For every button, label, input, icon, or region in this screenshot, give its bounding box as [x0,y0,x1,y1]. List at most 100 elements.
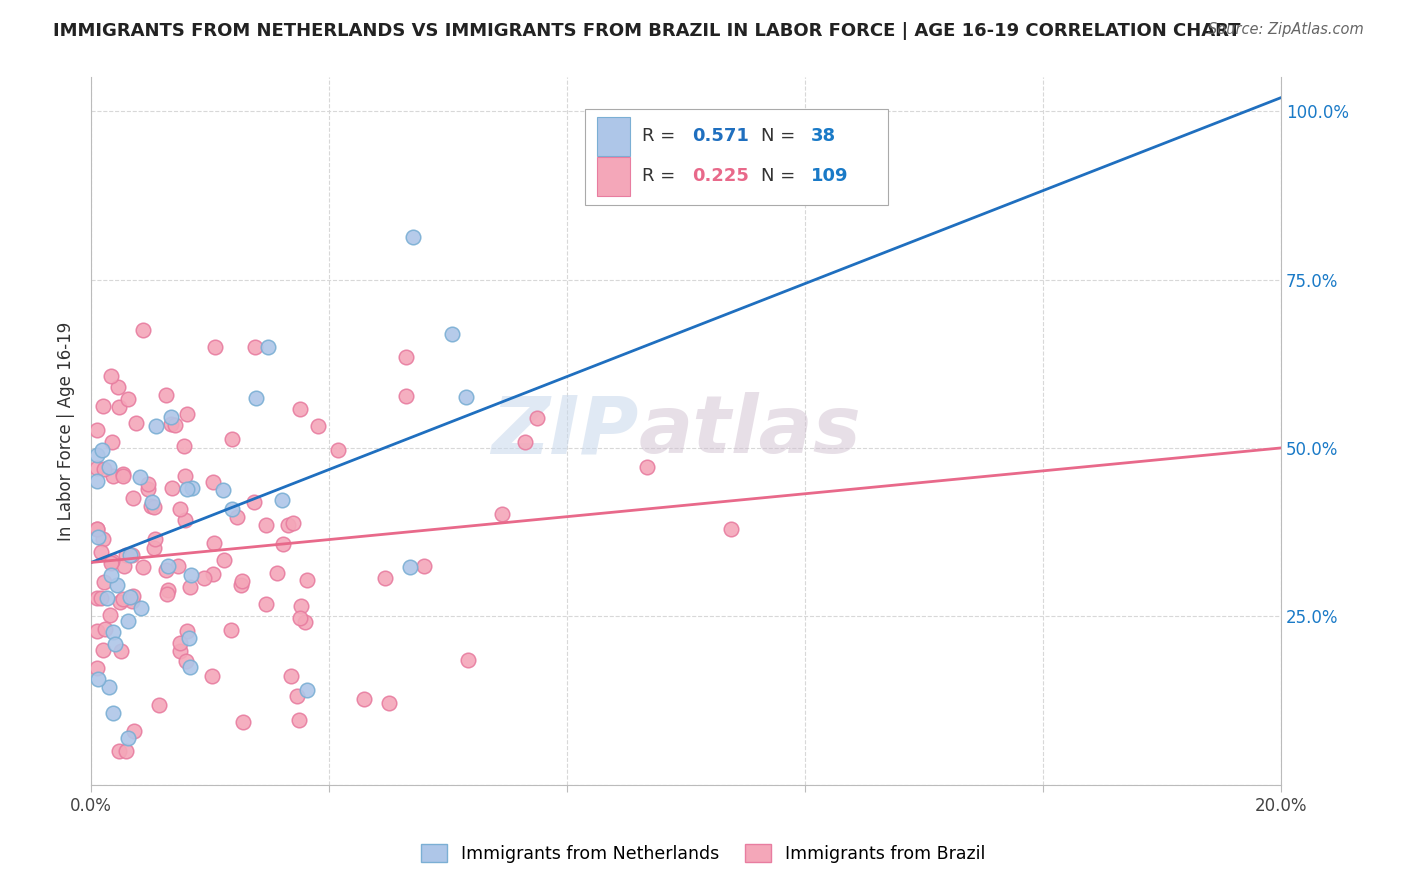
Point [108,595,131,609]
Point [122,491,145,505]
Point [277,518,299,533]
Point [212,553,235,567]
Point [159,410,181,425]
Point [155,387,177,401]
Point [142,541,165,555]
Point [157,558,180,573]
Y-axis label: In Labor Force | Age 16-19: In Labor Force | Age 16-19 [58,321,75,541]
Point [294,615,316,630]
Point [212,483,235,497]
Point [515,435,537,450]
Point [122,590,145,604]
Text: 0.225: 0.225 [692,168,749,186]
Point [176,624,198,638]
Point [243,341,266,355]
Point [145,418,167,433]
Point [157,583,180,598]
Point [173,439,195,453]
Point [295,682,318,697]
Point [86,522,108,536]
Point [353,692,375,706]
Point [114,548,136,562]
Point [90,544,112,558]
Text: 0.571: 0.571 [692,128,749,145]
Point [118,548,141,562]
Text: R =: R = [643,128,681,145]
Point [165,418,187,433]
Point [104,637,127,651]
FancyBboxPatch shape [585,109,889,205]
Point [395,389,418,403]
Point [125,416,148,430]
Point [173,468,195,483]
Point [121,594,143,608]
Point [229,577,252,591]
Point [93,622,115,636]
Point [98,680,121,694]
Point [221,501,243,516]
Point [201,475,224,490]
Point [156,587,179,601]
Point [105,578,128,592]
Point [108,400,131,414]
Point [91,442,114,457]
Point [395,351,418,365]
Point [169,644,191,658]
Point [288,610,311,624]
Point [101,554,124,568]
Point [112,558,135,573]
Point [285,689,308,703]
Point [204,340,226,354]
Point [122,723,145,738]
Point [307,419,329,434]
Point [200,669,222,683]
Point [143,532,166,546]
Point [98,459,121,474]
Point [121,548,143,562]
Point [136,477,159,491]
Point [100,368,122,383]
Point [245,391,267,405]
Point [231,574,253,588]
Point [107,380,129,394]
Point [101,469,124,483]
Point [328,442,350,457]
Point [86,522,108,536]
Point [86,591,108,605]
Point [177,632,200,646]
Point [132,560,155,574]
Point [491,508,513,522]
Point [169,502,191,516]
Bar [596,157,630,196]
Point [86,423,108,437]
Point [117,392,139,406]
Point [636,460,658,475]
Point [159,417,181,431]
Point [232,714,254,729]
Point [91,399,114,413]
Point [288,713,311,727]
Point [136,483,159,497]
Point [87,672,110,686]
Point [290,599,312,614]
Point [117,614,139,628]
Point [112,592,135,607]
Point [242,495,264,509]
Point [141,495,163,509]
Point [457,652,479,666]
Text: 109: 109 [811,168,848,186]
Point [112,467,135,482]
Point [281,516,304,530]
Point [86,661,108,675]
Point [162,481,184,495]
Point [720,522,742,536]
Point [441,326,464,341]
Point [176,407,198,421]
Point [202,536,225,550]
Point [398,560,420,574]
Point [166,559,188,574]
Text: R =: R = [643,168,681,186]
Point [280,669,302,683]
Point [110,644,132,658]
Point [93,462,115,476]
